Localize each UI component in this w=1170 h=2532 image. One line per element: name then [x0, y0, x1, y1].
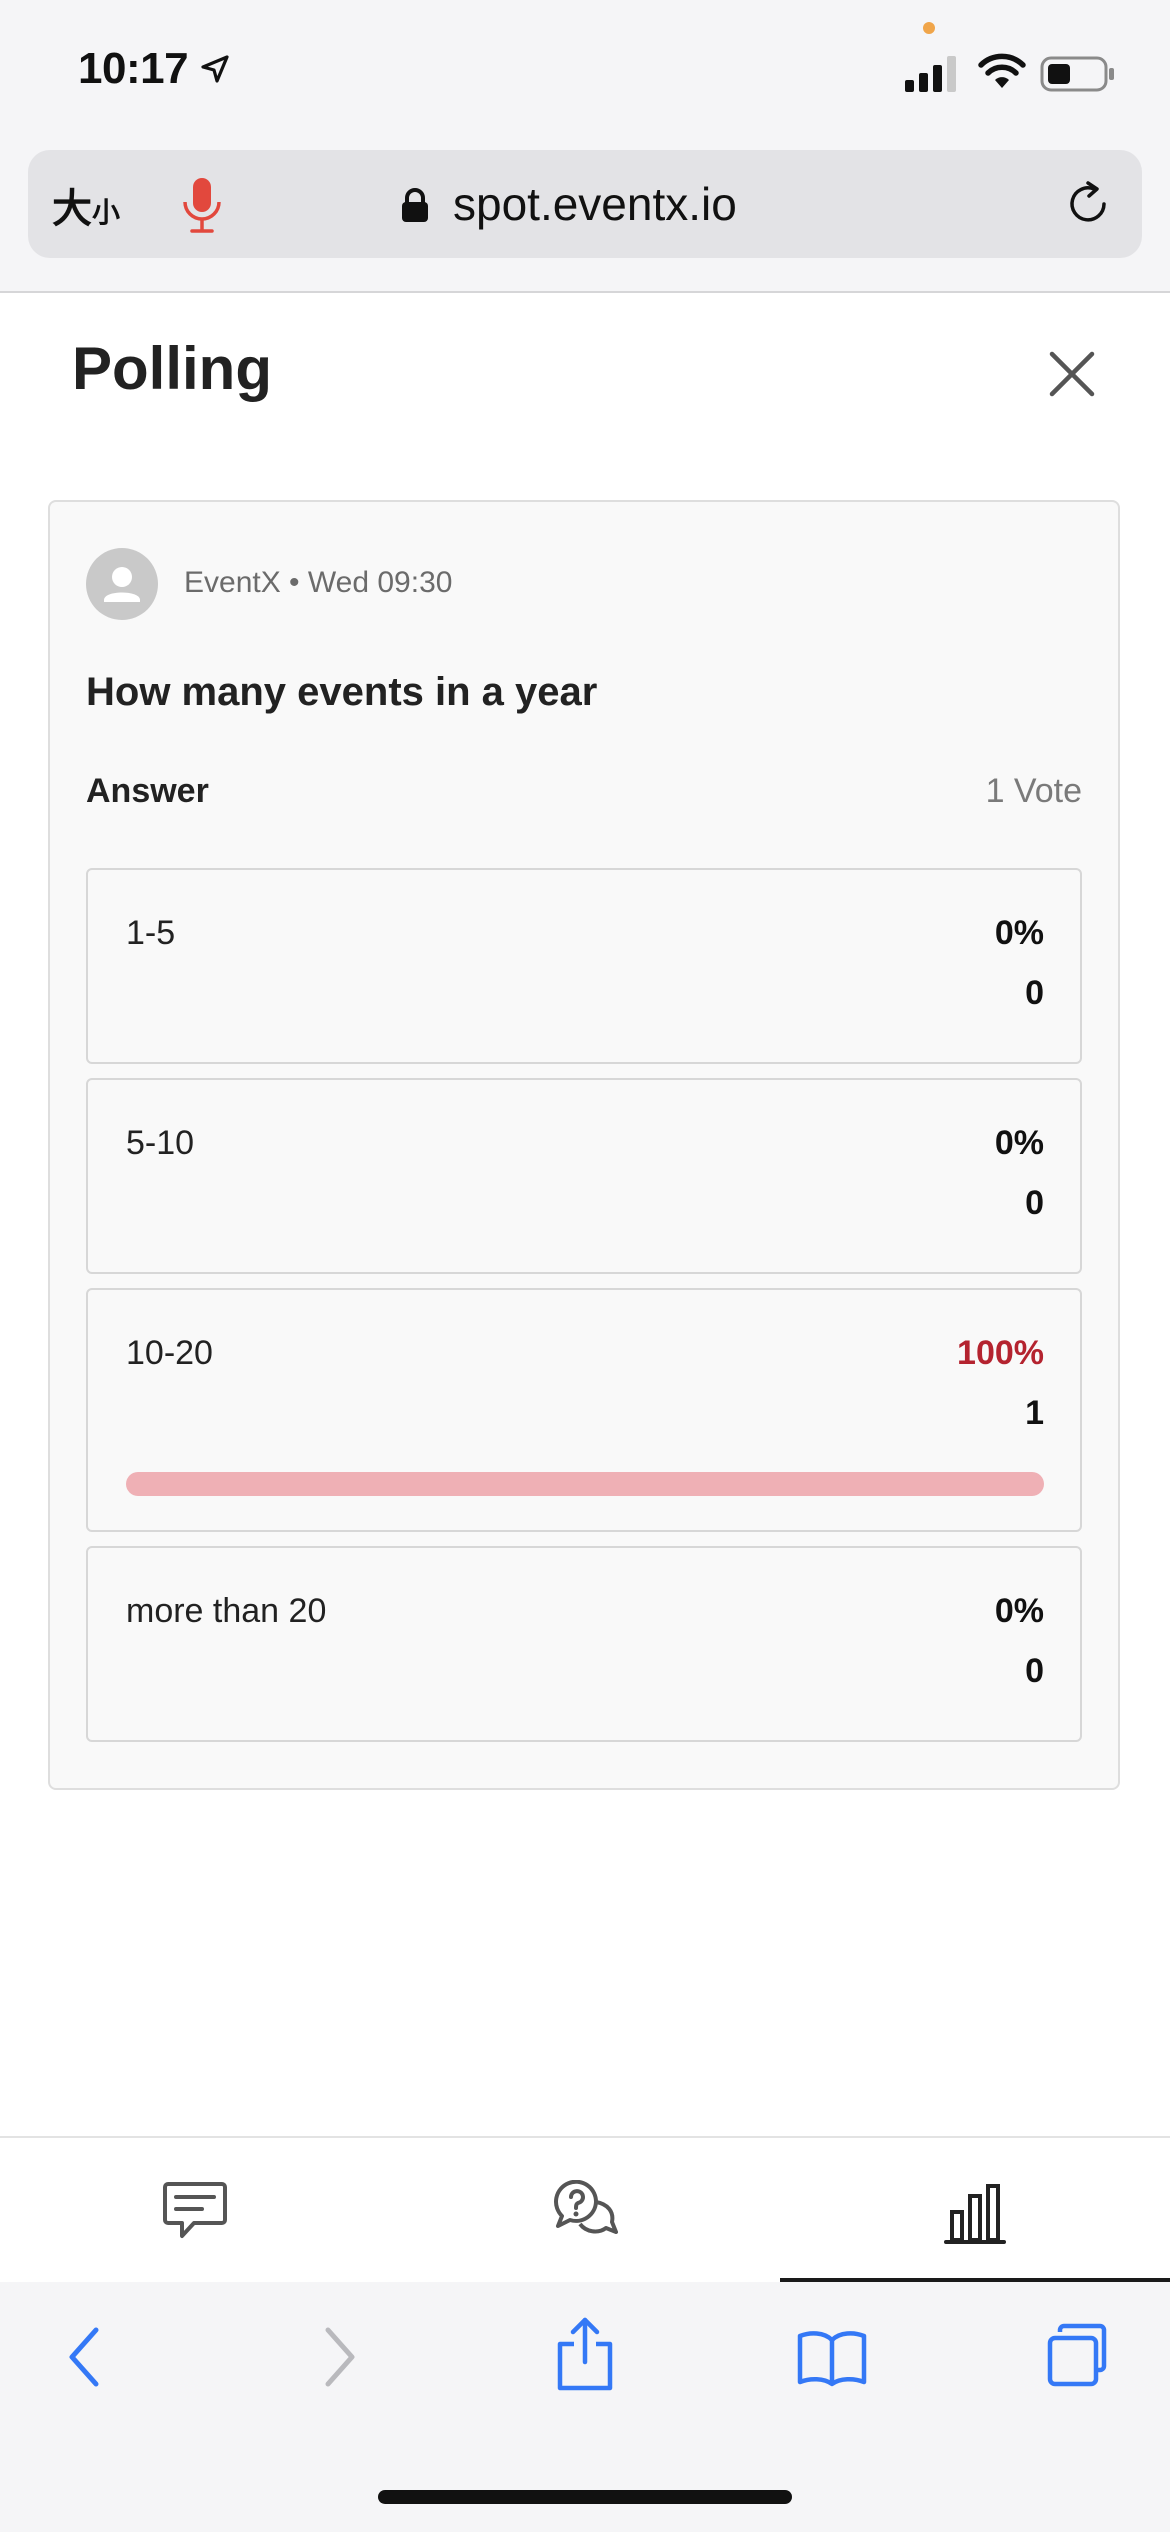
option-vote-count: 0 [1025, 974, 1044, 1012]
page-title: Polling [72, 335, 272, 402]
home-indicator [378, 2490, 792, 2504]
option-label: more than 20 [126, 1592, 327, 1630]
option-label: 1-5 [126, 914, 176, 952]
option-vote-count: 0 [1025, 1652, 1044, 1690]
forward-icon[interactable] [320, 2324, 360, 2390]
text-size-button[interactable]: 大小 [52, 176, 120, 234]
option-percent: 100% [957, 1334, 1044, 1372]
share-icon[interactable] [554, 2316, 616, 2392]
text-size-label: 大 [52, 186, 92, 232]
option-progress-bar [126, 1052, 1044, 1076]
wifi-icon [978, 53, 1026, 88]
vote-count: 1 Vote [985, 772, 1082, 810]
poll-option-more-than-20[interactable]: more than 20 0% 0 [86, 1546, 1082, 1742]
tab-qa[interactable] [390, 2138, 780, 2282]
bottom-tab-bar [0, 2136, 1170, 2284]
poll-option-5-10[interactable]: 5-10 0% 0 [86, 1078, 1082, 1274]
option-progress-bar [126, 1472, 1044, 1496]
back-icon[interactable] [64, 2324, 104, 2390]
tab-polling[interactable] [780, 2138, 1170, 2284]
option-vote-count: 1 [1025, 1394, 1044, 1432]
status-bar: 10:17 [0, 0, 1170, 150]
url-text[interactable]: spot.eventx.io [453, 178, 737, 230]
option-percent: 0% [994, 914, 1044, 952]
poll-option-1-5[interactable]: 1-5 0% 0 [86, 868, 1082, 1064]
option-vote-count: 0 [1025, 1184, 1044, 1222]
location-arrow-icon [201, 55, 229, 83]
option-progress-fill [126, 1472, 1044, 1496]
status-time: 10:17 [78, 44, 189, 93]
option-label: 10-20 [126, 1334, 213, 1372]
poll-option-10-20[interactable]: 10-20 100% 1 [86, 1288, 1082, 1532]
close-icon[interactable] [1048, 350, 1096, 398]
address-bar[interactable]: 大小 spot.eventx.io [28, 150, 1142, 258]
option-label: 5-10 [126, 1124, 195, 1162]
battery-icon [1040, 56, 1114, 92]
poll-meta: EventX • Wed 09:30 [184, 566, 453, 599]
option-percent: 0% [994, 1592, 1044, 1630]
avatar [86, 548, 158, 620]
option-percent: 0% [994, 1124, 1044, 1162]
reload-icon[interactable] [1064, 180, 1114, 230]
user-icon [104, 567, 140, 602]
poll-card: EventX • Wed 09:30 How many events in a … [48, 500, 1120, 1790]
microphone-icon[interactable] [180, 176, 224, 236]
tab-chat[interactable] [0, 2138, 390, 2282]
poll-question: How many events in a year [86, 670, 598, 714]
cellular-signal-icon [905, 56, 956, 92]
option-progress-bar [126, 1262, 1044, 1286]
bar-chart-icon [944, 2184, 1006, 2244]
lock-icon [402, 188, 428, 222]
question-bubble-icon [554, 2180, 618, 2234]
answer-label: Answer [86, 772, 209, 810]
tabs-icon[interactable] [1044, 2322, 1112, 2390]
option-progress-bar [126, 1730, 1044, 1754]
browser-address-area: 大小 spot.eventx.io [0, 150, 1170, 293]
text-size-label-small: 小 [92, 196, 121, 229]
bookmarks-icon[interactable] [796, 2328, 868, 2388]
chat-icon [163, 2182, 227, 2238]
camera-indicator-dot [923, 22, 935, 34]
